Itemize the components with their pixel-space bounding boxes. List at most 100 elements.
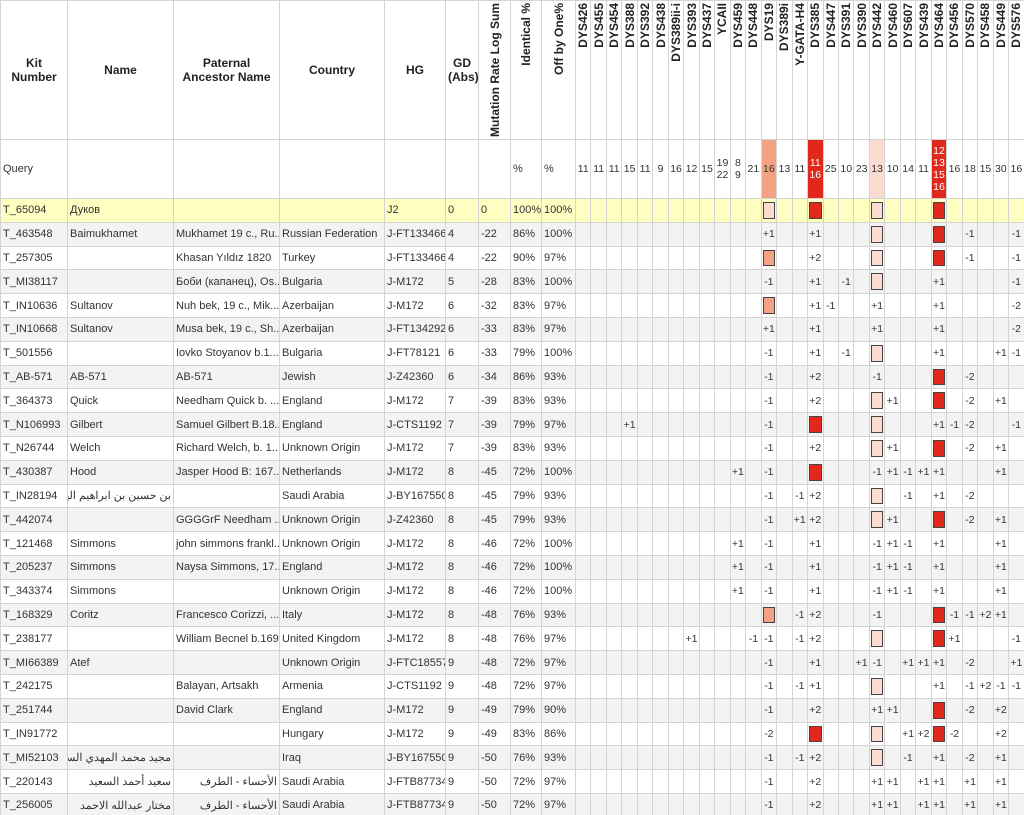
marker-diff [667,412,685,437]
marker-diff [729,602,747,628]
query-marker-value: 11 [791,139,809,199]
cell: 0 [445,198,479,223]
marker-header: DYS385 [807,0,824,140]
cell: J-M172 [384,626,446,652]
marker-diff [698,364,716,390]
marker-diff [652,745,669,771]
marker-name: DYS464 [932,3,947,48]
marker-diff: +1 [884,459,901,485]
cell: Mukhamet 19 c., Ru... [173,221,280,247]
marker-highlight [809,416,822,433]
marker-diff [946,792,963,815]
marker-diff: -1 [791,626,809,652]
marker-diff: +1 [930,459,948,485]
marker-diff [961,554,979,580]
cell: J-M172 [384,435,446,461]
marker-diff: -1 [1008,269,1024,295]
marker-highlight [870,344,884,362]
marker-diff: +1 [884,697,901,723]
column-header: Mutation Rate Log Sum [478,0,511,140]
marker-diff [605,745,623,771]
marker-diff: -1 [1008,245,1024,271]
marker-diff: +2 [807,745,824,771]
marker-diff [930,364,948,390]
column-header: GD (Abs) [445,0,479,140]
marker-diff [946,435,963,461]
marker-diff [574,245,592,271]
marker-diff [729,412,747,437]
marker-diff: +1 [868,316,886,342]
marker-highlight [932,368,946,386]
marker-diff: +1 [884,578,901,604]
cell: T_IN28194 [0,483,68,509]
marker-diff [977,650,994,675]
marker-diff: +1 [760,221,778,247]
cell: AB-571 [67,364,174,390]
marker-diff [915,483,932,509]
marker-diff [729,483,747,509]
empty-cell [384,139,446,199]
marker-diff: -1 [868,650,886,675]
cell: Unknown Origin [279,507,385,533]
marker-diff [636,316,654,342]
column-header: Off by One% [541,0,576,140]
cell: -50 [478,769,511,794]
marker-diff: +1 [807,650,824,675]
marker-diff [791,364,809,390]
marker-diff [884,412,901,437]
marker-diff [868,198,886,223]
marker-diff: -1 [760,745,778,771]
cell: T_IN10636 [0,293,68,318]
marker-diff [853,198,870,223]
marker-highlight [870,677,884,695]
marker-diff [791,412,809,437]
cell: 83% [510,721,542,747]
cell: -39 [478,435,511,461]
cell: 6 [445,316,479,342]
cell: AB-571 [173,364,280,390]
marker-diff [884,364,901,390]
marker-diff: -1 [899,745,917,771]
marker-diff [574,483,592,509]
cell [67,697,174,723]
marker-diff [605,602,623,628]
marker-diff [652,721,669,747]
marker-header: DYS439 [915,0,932,140]
marker-diff [791,316,809,342]
marker-header: DYS393 [683,0,700,140]
match-row: T_251744 David Clark England J-M172 9 -49 79% 9… [0,697,1024,723]
marker-diff: +1 [915,792,932,815]
marker-diff [853,483,870,509]
marker-diff [899,388,917,414]
marker-diff: +1 [992,459,1010,485]
marker-diff: +1 [868,792,886,815]
marker-diff: -1 [760,483,778,509]
cell: الأحساء - الطرف [173,792,280,815]
cell: T_251744 [0,697,68,723]
cell: Netherlands [279,459,385,485]
marker-diff: +1 [884,507,901,533]
marker-diff [837,245,855,271]
marker-diff [853,340,870,366]
marker-diff [683,745,700,771]
marker-name: DYS576 [1009,3,1024,48]
marker-diff [977,578,994,604]
marker-diff [1008,554,1024,580]
marker-diff [652,340,669,366]
marker-diff [714,650,731,675]
marker-diff [837,435,855,461]
marker-diff [698,650,716,675]
marker-diff [946,221,963,247]
marker-name: DYS570 [962,3,977,48]
marker-diff [791,554,809,580]
marker-diff [652,364,669,390]
marker-diff [714,721,731,747]
marker-diff [605,554,623,580]
marker-diff [621,364,638,390]
marker-name: DYS607 [901,3,916,48]
marker-diff: -1 [868,554,886,580]
marker-diff [837,673,855,699]
marker-diff [776,269,793,295]
marker-diff [621,626,638,652]
cell: T_65094 [0,198,68,223]
